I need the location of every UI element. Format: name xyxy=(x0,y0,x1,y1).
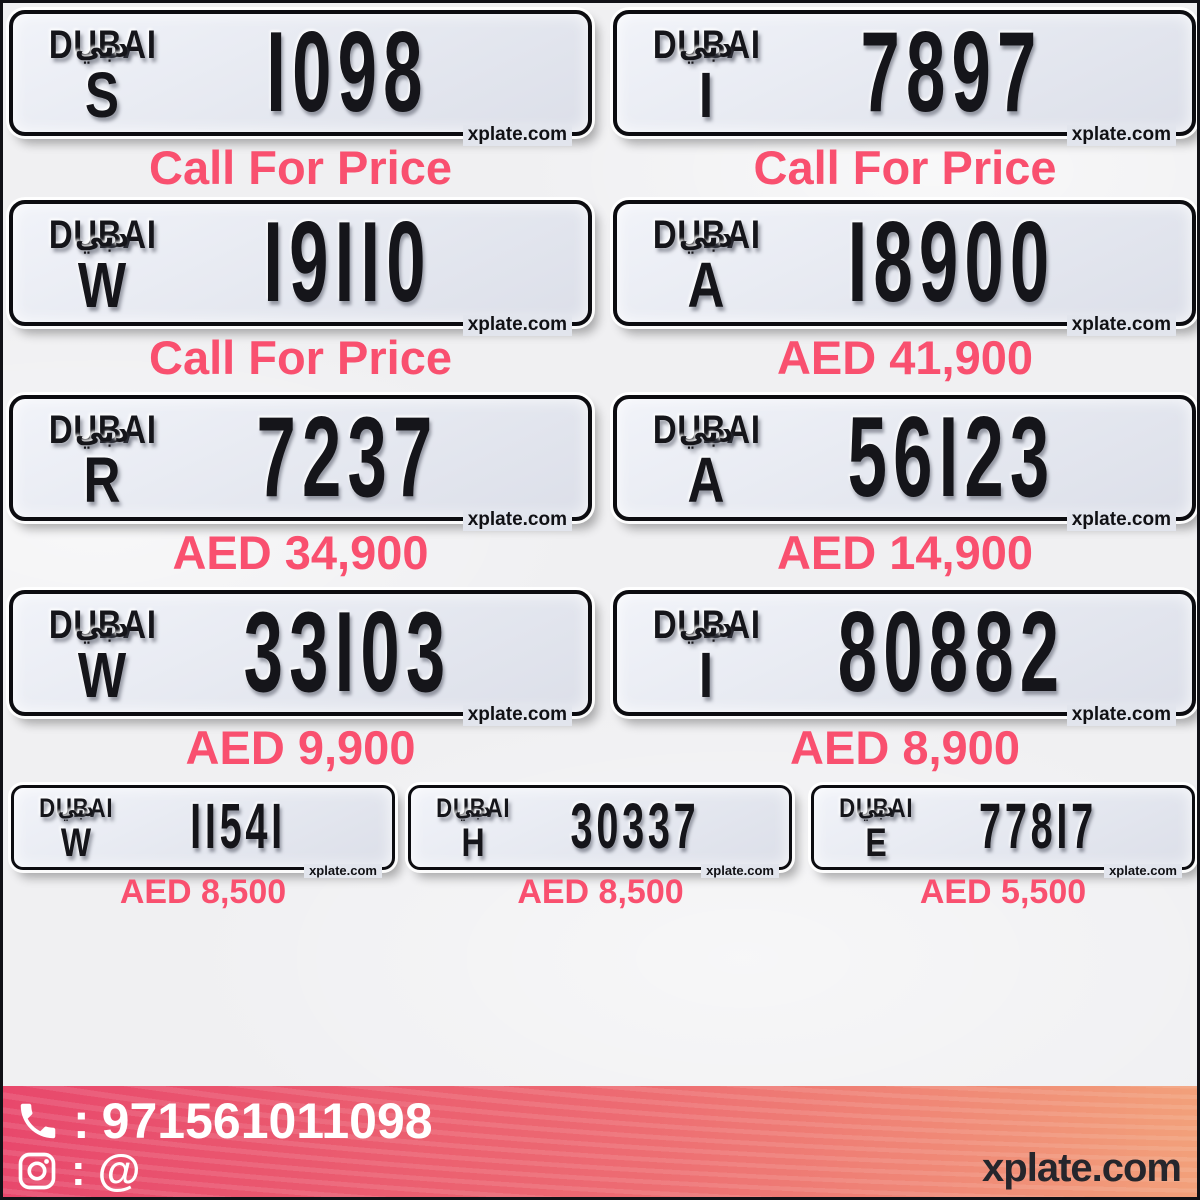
price-label: AED 8,900 xyxy=(790,721,1020,774)
dubai-logo-latin: DUBAI xyxy=(652,213,761,257)
plate-number: 30337 xyxy=(570,790,700,862)
dubai-logo-latin: DUBAI xyxy=(38,793,114,823)
plate-watermark: xplate.com xyxy=(462,509,572,531)
plate-watermark: xplate.com xyxy=(462,314,572,336)
dubai-logo: DUBAI دبي xyxy=(830,793,922,823)
phone-icon xyxy=(15,1098,61,1144)
plate-code-letter: W xyxy=(77,639,127,711)
plate-watermark: xplate.com xyxy=(1066,704,1176,726)
contact-footer: : 971561011098 : @ xplate.com xyxy=(3,1086,1197,1197)
license-plate: DUBAI دبي S I098 xplate.com xyxy=(9,9,592,146)
plate-watermark: xplate.com xyxy=(1066,314,1176,336)
plate-code-letter: H xyxy=(461,821,485,865)
dubai-logo-latin: DUBAI xyxy=(48,213,157,257)
plate-code-letter: R xyxy=(83,444,121,516)
dubai-logo-latin: DUBAI xyxy=(652,408,761,452)
price-label: AED 5,500 xyxy=(919,873,1087,911)
dubai-logo: DUBAI دبي xyxy=(427,793,519,823)
price-label: Call For Price xyxy=(149,141,452,194)
plate-watermark: xplate.com xyxy=(304,863,382,878)
license-plate: DUBAI دبي W I9II0 xplate.com xyxy=(9,199,592,336)
dubai-logo-latin: DUBAI xyxy=(652,23,761,67)
dubai-logo: DUBAI دبي xyxy=(37,23,167,67)
plate-number: I9II0 xyxy=(263,199,432,326)
plate-number: 33I03 xyxy=(243,589,452,716)
license-plate: DUBAI دبي W II54I xplate.com xyxy=(11,785,395,878)
plate-number: II54I xyxy=(190,790,286,862)
price-label: AED 8,500 xyxy=(119,873,287,911)
price-label: AED 8,500 xyxy=(517,873,684,911)
dubai-logo-latin: DUBAI xyxy=(435,793,511,823)
plate-watermark: xplate.com xyxy=(1104,863,1182,878)
dubai-logo: DUBAI دبي xyxy=(37,603,167,647)
dubai-logo-latin: DUBAI xyxy=(48,408,157,452)
price-label: Call For Price xyxy=(753,141,1057,194)
license-plate: DUBAI دبي A I8900 xplate.com xyxy=(613,199,1196,336)
dubai-logo-arabic: دبي xyxy=(678,414,734,450)
dubai-logo-arabic: دبي xyxy=(57,797,95,822)
plate-watermark: xplate.com xyxy=(1066,509,1176,531)
plate-number: I8900 xyxy=(847,199,1056,326)
plate-watermark: xplate.com xyxy=(462,704,572,726)
dubai-logo: DUBAI دبي xyxy=(37,408,167,452)
instagram-handle: @ xyxy=(97,1146,141,1195)
site-logo: xplate.com xyxy=(982,1146,1182,1190)
dubai-logo-arabic: دبي xyxy=(678,219,734,255)
license-plate: DUBAI دبي W 33I03 xplate.com xyxy=(9,589,592,726)
dubai-logo-latin: DUBAI xyxy=(652,603,761,647)
plate-code-letter: A xyxy=(687,249,725,321)
license-plate: DUBAI دبي I 80882 xplate.com xyxy=(613,589,1196,726)
license-plate: DUBAI دبي I 7897 xplate.com xyxy=(613,9,1196,146)
plate-number: 7237 xyxy=(256,394,439,521)
dubai-logo-latin: DUBAI xyxy=(838,793,914,823)
dubai-logo: DUBAI دبي xyxy=(37,213,167,257)
phone-line: : 971561011098 xyxy=(15,1092,433,1150)
price-label: Call For Price xyxy=(149,331,452,384)
dubai-logo-arabic: دبي xyxy=(678,29,734,65)
dubai-logo-arabic: دبي xyxy=(857,797,895,822)
instagram-separator: : xyxy=(71,1146,86,1195)
phone-number: 971561011098 xyxy=(101,1093,433,1149)
plate-number: I098 xyxy=(266,9,429,136)
dubai-logo-arabic: دبي xyxy=(454,797,492,822)
plate-code-letter: W xyxy=(60,821,92,865)
dubai-logo-arabic: دبي xyxy=(74,29,130,65)
dubai-logo-arabic: دبي xyxy=(678,609,734,645)
phone-separator: : xyxy=(73,1093,90,1149)
dubai-logo-latin: DUBAI xyxy=(48,23,157,67)
instagram-icon xyxy=(15,1149,59,1193)
license-plate: DUBAI دبي A 56I23 xplate.com xyxy=(613,394,1196,531)
instagram-line: : @ xyxy=(15,1146,141,1196)
dubai-logo: DUBAI دبي xyxy=(641,23,771,67)
dubai-logo: DUBAI دبي xyxy=(641,408,771,452)
license-plate: DUBAI دبي R 7237 xplate.com xyxy=(9,394,592,531)
dubai-logo-latin: DUBAI xyxy=(48,603,157,647)
license-plate: DUBAI دبي H 30337 xplate.com xyxy=(408,785,792,878)
price-label: AED 14,900 xyxy=(776,526,1034,579)
dubai-logo: DUBAI دبي xyxy=(641,603,771,647)
plate-watermark: xplate.com xyxy=(701,863,779,878)
price-label: AED 9,900 xyxy=(185,721,416,774)
dubai-logo: DUBAI دبي xyxy=(641,213,771,257)
price-label: AED 34,900 xyxy=(172,526,429,579)
dubai-logo: DUBAI دبي xyxy=(30,793,122,823)
plate-number: 778I7 xyxy=(979,790,1097,862)
plate-watermark: xplate.com xyxy=(1066,124,1176,146)
plate-number: 80882 xyxy=(837,589,1066,716)
plate-code-letter: S xyxy=(84,59,120,131)
plate-number: 7897 xyxy=(860,9,1043,136)
plate-code-letter: I xyxy=(698,59,714,131)
plate-watermark: xplate.com xyxy=(462,124,572,146)
plate-code-letter: W xyxy=(77,249,127,321)
plate-code-letter: I xyxy=(698,639,714,711)
plate-code-letter: A xyxy=(687,444,725,516)
dubai-logo-arabic: دبي xyxy=(74,219,130,255)
plate-code-letter: E xyxy=(865,821,887,865)
dubai-logo-arabic: دبي xyxy=(74,609,130,645)
plate-number: 56I23 xyxy=(847,394,1056,521)
price-label: AED 41,900 xyxy=(776,331,1034,384)
dubai-logo-arabic: دبي xyxy=(74,414,130,450)
license-plate: DUBAI دبي E 778I7 xplate.com xyxy=(811,785,1195,878)
